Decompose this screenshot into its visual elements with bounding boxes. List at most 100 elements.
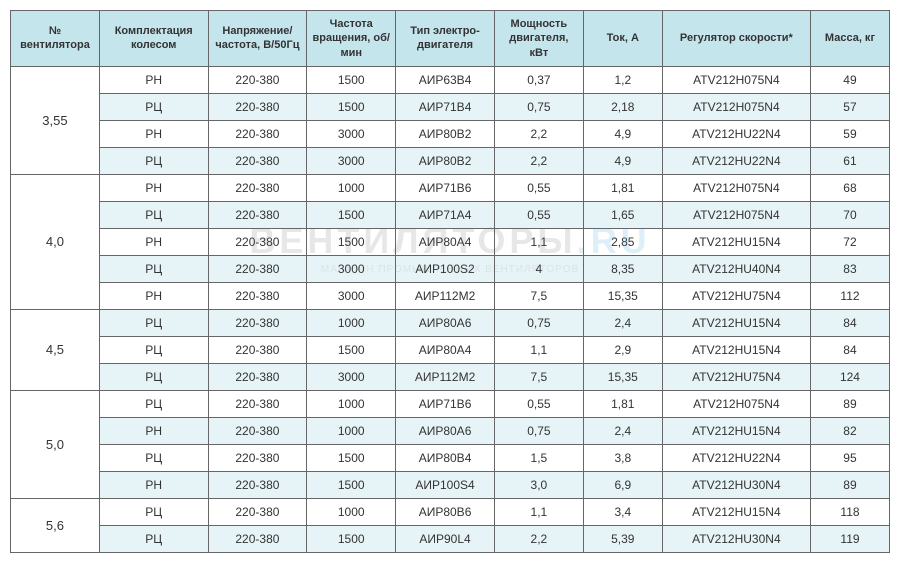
header-fan-number: № вентилятора <box>11 11 100 67</box>
table-row: РН220-3801500АИР80А41,12,85ATV212HU15N47… <box>11 228 890 255</box>
table-row: РН220-3801000АИР80А60,752,4ATV212HU15N48… <box>11 417 890 444</box>
cell: 220-380 <box>208 363 307 390</box>
cell: 84 <box>810 309 889 336</box>
cell: 4,9 <box>583 120 662 147</box>
cell: РЦ <box>99 201 208 228</box>
cell: РЦ <box>99 525 208 552</box>
cell: 220-380 <box>208 120 307 147</box>
cell: 2,18 <box>583 93 662 120</box>
cell: 1500 <box>307 201 396 228</box>
cell: 1,81 <box>583 174 662 201</box>
fan-number-cell: 4,5 <box>11 309 100 390</box>
cell: 49 <box>810 66 889 93</box>
cell: 1,1 <box>494 336 583 363</box>
cell: 220-380 <box>208 255 307 282</box>
cell: АИР71В6 <box>396 174 495 201</box>
cell: 72 <box>810 228 889 255</box>
cell: 4 <box>494 255 583 282</box>
cell: 2,85 <box>583 228 662 255</box>
cell: 1500 <box>307 93 396 120</box>
header-speed-regulator: Регулятор скорости* <box>662 11 810 67</box>
fan-number-cell: 5,6 <box>11 498 100 552</box>
cell: 5,39 <box>583 525 662 552</box>
table-body: 3,55РН220-3801500АИР63В40,371,2ATV212H07… <box>11 66 890 552</box>
cell: 3000 <box>307 282 396 309</box>
cell: 6,9 <box>583 471 662 498</box>
cell: РН <box>99 66 208 93</box>
cell: 220-380 <box>208 471 307 498</box>
cell: 1,2 <box>583 66 662 93</box>
cell: 220-380 <box>208 417 307 444</box>
cell: 1,5 <box>494 444 583 471</box>
cell: 2,2 <box>494 525 583 552</box>
table-row: РН220-3803000АИР112М27,515,35ATV212HU75N… <box>11 282 890 309</box>
cell: РЦ <box>99 336 208 363</box>
cell: 3,4 <box>583 498 662 525</box>
cell: 220-380 <box>208 174 307 201</box>
cell: РЦ <box>99 498 208 525</box>
cell: РЦ <box>99 444 208 471</box>
fan-number-cell: 5,0 <box>11 390 100 498</box>
cell: 59 <box>810 120 889 147</box>
table-row: РЦ220-3801500АИР80В41,53,8ATV212HU22N495 <box>11 444 890 471</box>
cell: 220-380 <box>208 444 307 471</box>
cell: 1000 <box>307 417 396 444</box>
cell: РЦ <box>99 390 208 417</box>
cell: ATV212HU75N4 <box>662 363 810 390</box>
cell: 1500 <box>307 336 396 363</box>
cell: 2,2 <box>494 120 583 147</box>
header-mass: Масса, кг <box>810 11 889 67</box>
cell: 1500 <box>307 228 396 255</box>
table-row: РЦ220-3801500АИР80А41,12,9ATV212HU15N484 <box>11 336 890 363</box>
cell: 1,1 <box>494 228 583 255</box>
cell: 220-380 <box>208 66 307 93</box>
cell: 220-380 <box>208 93 307 120</box>
cell: 2,4 <box>583 417 662 444</box>
cell: 89 <box>810 390 889 417</box>
cell: РЦ <box>99 255 208 282</box>
table-row: 5,6РЦ220-3801000АИР80В61,13,4ATV212HU15N… <box>11 498 890 525</box>
header-current: Ток, А <box>583 11 662 67</box>
cell: ATV212HU15N4 <box>662 228 810 255</box>
cell: РН <box>99 417 208 444</box>
header-motor-type: Тип электро-двигателя <box>396 11 495 67</box>
cell: 1,1 <box>494 498 583 525</box>
cell: АИР80В6 <box>396 498 495 525</box>
cell: 84 <box>810 336 889 363</box>
cell: 7,5 <box>494 282 583 309</box>
cell: 15,35 <box>583 363 662 390</box>
cell: 1500 <box>307 525 396 552</box>
cell: 220-380 <box>208 282 307 309</box>
table-row: 3,55РН220-3801500АИР63В40,371,2ATV212H07… <box>11 66 890 93</box>
cell: ATV212HU15N4 <box>662 309 810 336</box>
cell: 1500 <box>307 66 396 93</box>
cell: РН <box>99 282 208 309</box>
cell: РН <box>99 174 208 201</box>
cell: 8,35 <box>583 255 662 282</box>
cell: ATV212H075N4 <box>662 390 810 417</box>
cell: 7,5 <box>494 363 583 390</box>
cell: АИР80А6 <box>396 417 495 444</box>
table-row: РЦ220-3801500АИР71В40,752,18ATV212H075N4… <box>11 93 890 120</box>
cell: ATV212H075N4 <box>662 201 810 228</box>
cell: 0,55 <box>494 390 583 417</box>
cell: АИР80В4 <box>396 444 495 471</box>
cell: 1000 <box>307 174 396 201</box>
table-row: РЦ220-3803000АИР100S248,35ATV212HU40N483 <box>11 255 890 282</box>
cell: 1000 <box>307 309 396 336</box>
cell: АИР80А4 <box>396 336 495 363</box>
cell: РЦ <box>99 147 208 174</box>
cell: 220-380 <box>208 147 307 174</box>
cell: 3,0 <box>494 471 583 498</box>
cell: 1500 <box>307 444 396 471</box>
cell: ATV212HU22N4 <box>662 120 810 147</box>
header-row: № вентилятора Комплектация колесом Напря… <box>11 11 890 67</box>
cell: АИР80А6 <box>396 309 495 336</box>
cell: РН <box>99 120 208 147</box>
cell: 2,2 <box>494 147 583 174</box>
cell: 2,4 <box>583 309 662 336</box>
cell: ATV212HU40N4 <box>662 255 810 282</box>
cell: 220-380 <box>208 201 307 228</box>
cell: 119 <box>810 525 889 552</box>
cell: РЦ <box>99 309 208 336</box>
